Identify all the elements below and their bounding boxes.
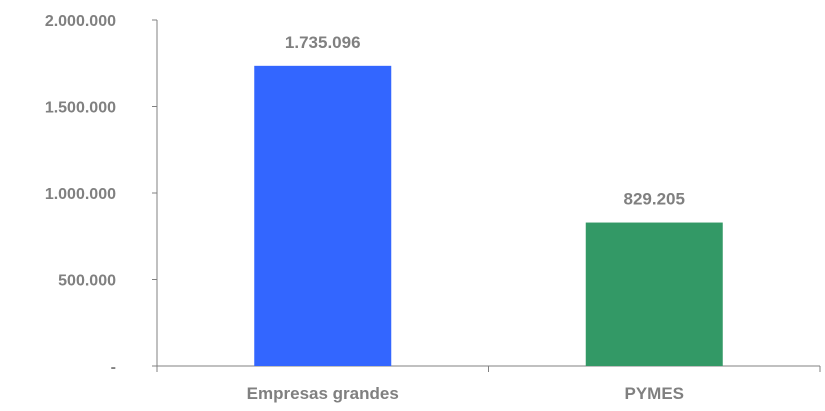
bar-value-label: 1.735.096 bbox=[285, 33, 361, 52]
data-labels: 1.735.096 829.205 bbox=[285, 33, 685, 209]
x-axis: Empresas grandes PYMES bbox=[156, 365, 821, 403]
bars bbox=[254, 65, 723, 366]
y-axis: - 500.000 1.000.000 1.500.000 2.000.000 bbox=[45, 13, 158, 376]
bar bbox=[585, 222, 723, 366]
y-tick-label: 2.000.000 bbox=[45, 13, 116, 30]
bar bbox=[254, 65, 392, 366]
y-tick-label: 1.500.000 bbox=[45, 100, 116, 117]
y-tick-label: 1.000.000 bbox=[45, 186, 116, 203]
bar-value-label: 829.205 bbox=[624, 190, 685, 209]
y-tick-label: 500.000 bbox=[58, 273, 116, 290]
y-tick-label: - bbox=[111, 359, 116, 376]
x-category-label: Empresas grandes bbox=[247, 384, 399, 403]
x-category-label: PYMES bbox=[624, 384, 684, 403]
